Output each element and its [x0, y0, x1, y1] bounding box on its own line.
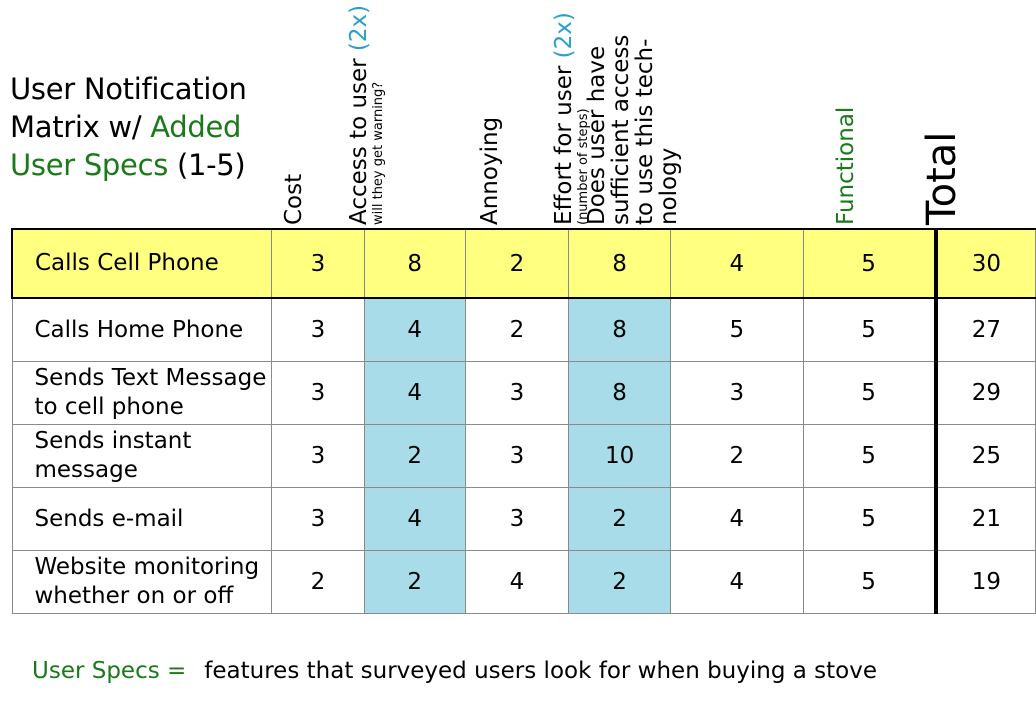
- cell-cost: 3: [271, 228, 365, 299]
- table-row: Website monitoring whether on or off 2 2 4 2 4…: [11, 550, 1036, 614]
- row-name-line-2: to cell phone: [34, 394, 184, 420]
- cell-functional: 5: [802, 297, 937, 362]
- row-name: Website monitoring whether on or off: [11, 550, 273, 614]
- header-sufficient: Does user have sufficient access to use …: [584, 0, 803, 225]
- header-functional-label: Functional: [832, 106, 859, 225]
- row-name-line-1: Calls Home Phone: [34, 316, 244, 343]
- table-row: Calls Home Phone 3 4 2 8 5 5 27: [11, 297, 1036, 362]
- header-effort-main: Effort for user: [551, 58, 577, 225]
- cell-access: 2: [363, 550, 466, 614]
- header-access-multiplier: (2x): [346, 4, 372, 52]
- matrix-title: User Notification Matrix w/ Added User S…: [10, 70, 247, 184]
- table-row: Sends instant message 3 2 3 10 2 5 25: [11, 424, 1036, 488]
- cell-sufficient: 3: [669, 361, 804, 425]
- cell-annoying: 3: [464, 487, 570, 551]
- cell-cost: 3: [271, 297, 365, 362]
- cell-access: 2: [363, 424, 466, 488]
- header-total-label: Total: [919, 131, 965, 225]
- row-name-line-2: whether on or off: [34, 583, 234, 609]
- cell-functional: 5: [802, 487, 937, 551]
- row-name-line-2: message: [34, 457, 138, 483]
- header-access-label: Access to user (2x): [346, 5, 372, 225]
- cell-annoying: 2: [464, 297, 570, 362]
- cell-total: 25: [933, 424, 1036, 488]
- header-access: Access to user (2x) will they get warnin…: [346, 0, 464, 225]
- cell-sufficient: 2: [669, 424, 804, 488]
- title-line-3: User Specs (1-5): [10, 146, 247, 184]
- cell-functional: 5: [802, 550, 937, 614]
- header-sufficient-line-2: sufficient access: [607, 34, 634, 225]
- table-row: Calls Cell Phone 3 8 2 8 4 5 30: [11, 228, 1036, 299]
- row-name: Sends instant message: [11, 424, 273, 488]
- cell-total: 30: [933, 228, 1036, 299]
- cell-cost: 3: [271, 424, 365, 488]
- cell-cost: 3: [271, 361, 365, 425]
- cell-annoying: 2: [464, 228, 570, 299]
- cell-effort: 8: [568, 361, 671, 425]
- cell-effort: 8: [568, 297, 671, 362]
- cell-effort: 8: [568, 228, 671, 299]
- cell-access: 4: [363, 361, 466, 425]
- cell-functional: 5: [802, 361, 937, 425]
- row-name-line-1: Sends instant: [34, 428, 192, 454]
- cell-effort: 2: [568, 550, 671, 614]
- table-row: Sends e-mail 3 4 3 2 4 5 21: [11, 487, 1036, 551]
- title-line-1: User Notification: [10, 72, 247, 106]
- cell-sufficient: 4: [669, 550, 804, 614]
- header-total: Total: [919, 0, 1036, 225]
- cell-total: 27: [933, 297, 1036, 362]
- header-effort-label: Effort for user (2x): [551, 12, 577, 225]
- table-row: Sends Text Message to cell phone 3 4 3 8 3 5 29: [11, 361, 1036, 425]
- title-user-specs: User Specs: [10, 148, 169, 182]
- cell-cost: 2: [271, 550, 365, 614]
- title-added: Added: [150, 110, 242, 144]
- cell-total: 29: [933, 361, 1036, 425]
- cell-annoying: 3: [464, 361, 570, 425]
- header-sufficient-line-1: Does user have: [583, 45, 610, 225]
- footer-label: User Specs =: [32, 658, 187, 684]
- header-annoying-label: Annoying: [477, 116, 503, 225]
- notification-matrix: Calls Cell Phone 3 8 2 8 4 5 30 Calls Home Phone…: [11, 228, 1036, 614]
- cell-effort: 10: [568, 424, 671, 488]
- cell-access: 4: [363, 297, 466, 362]
- header-functional: Functional: [803, 0, 936, 225]
- row-name: Calls Home Phone: [11, 297, 273, 362]
- title-line-2-prefix: Matrix w/: [10, 110, 151, 144]
- cell-sufficient: 5: [669, 297, 804, 362]
- cell-total: 19: [933, 550, 1036, 614]
- footer-note: User Specs = features that surveyed users…: [32, 658, 877, 684]
- header-effort-multiplier: (2x): [551, 12, 577, 59]
- header-access-sub: will they get warning?: [371, 81, 386, 225]
- cell-annoying: 3: [464, 424, 570, 488]
- footer-text: features that surveyed users look for wh…: [204, 658, 877, 684]
- title-line-2: Matrix w/ Added: [10, 108, 247, 146]
- header-access-main: Access to user: [346, 51, 372, 225]
- row-name-line-1: Calls Cell Phone: [35, 250, 219, 276]
- row-name-line-1: Website monitoring: [34, 554, 260, 580]
- row-name: Calls Cell Phone: [11, 228, 273, 299]
- row-name-line-1: Sends Text Message: [34, 365, 267, 391]
- cell-functional: 5: [802, 424, 937, 488]
- cell-functional: 5: [802, 228, 937, 299]
- cell-annoying: 4: [464, 550, 570, 614]
- row-name: Sends Text Message to cell phone: [11, 361, 273, 425]
- header-sufficient-line-4: nology: [655, 147, 682, 225]
- cell-cost: 3: [271, 487, 365, 551]
- row-name: Sends e-mail: [11, 487, 273, 551]
- cell-total: 21: [933, 487, 1036, 551]
- cell-effort: 2: [568, 487, 671, 551]
- cell-access: 8: [363, 228, 466, 299]
- header-sufficient-line-3: to use this tech-: [631, 38, 658, 225]
- title-scale: (1-5): [168, 148, 246, 182]
- header-cost-label: Cost: [281, 173, 307, 225]
- cell-sufficient: 4: [669, 487, 804, 551]
- row-name-line-1: Sends e-mail: [34, 505, 184, 532]
- cell-access: 4: [363, 487, 466, 551]
- cell-sufficient: 4: [669, 228, 804, 299]
